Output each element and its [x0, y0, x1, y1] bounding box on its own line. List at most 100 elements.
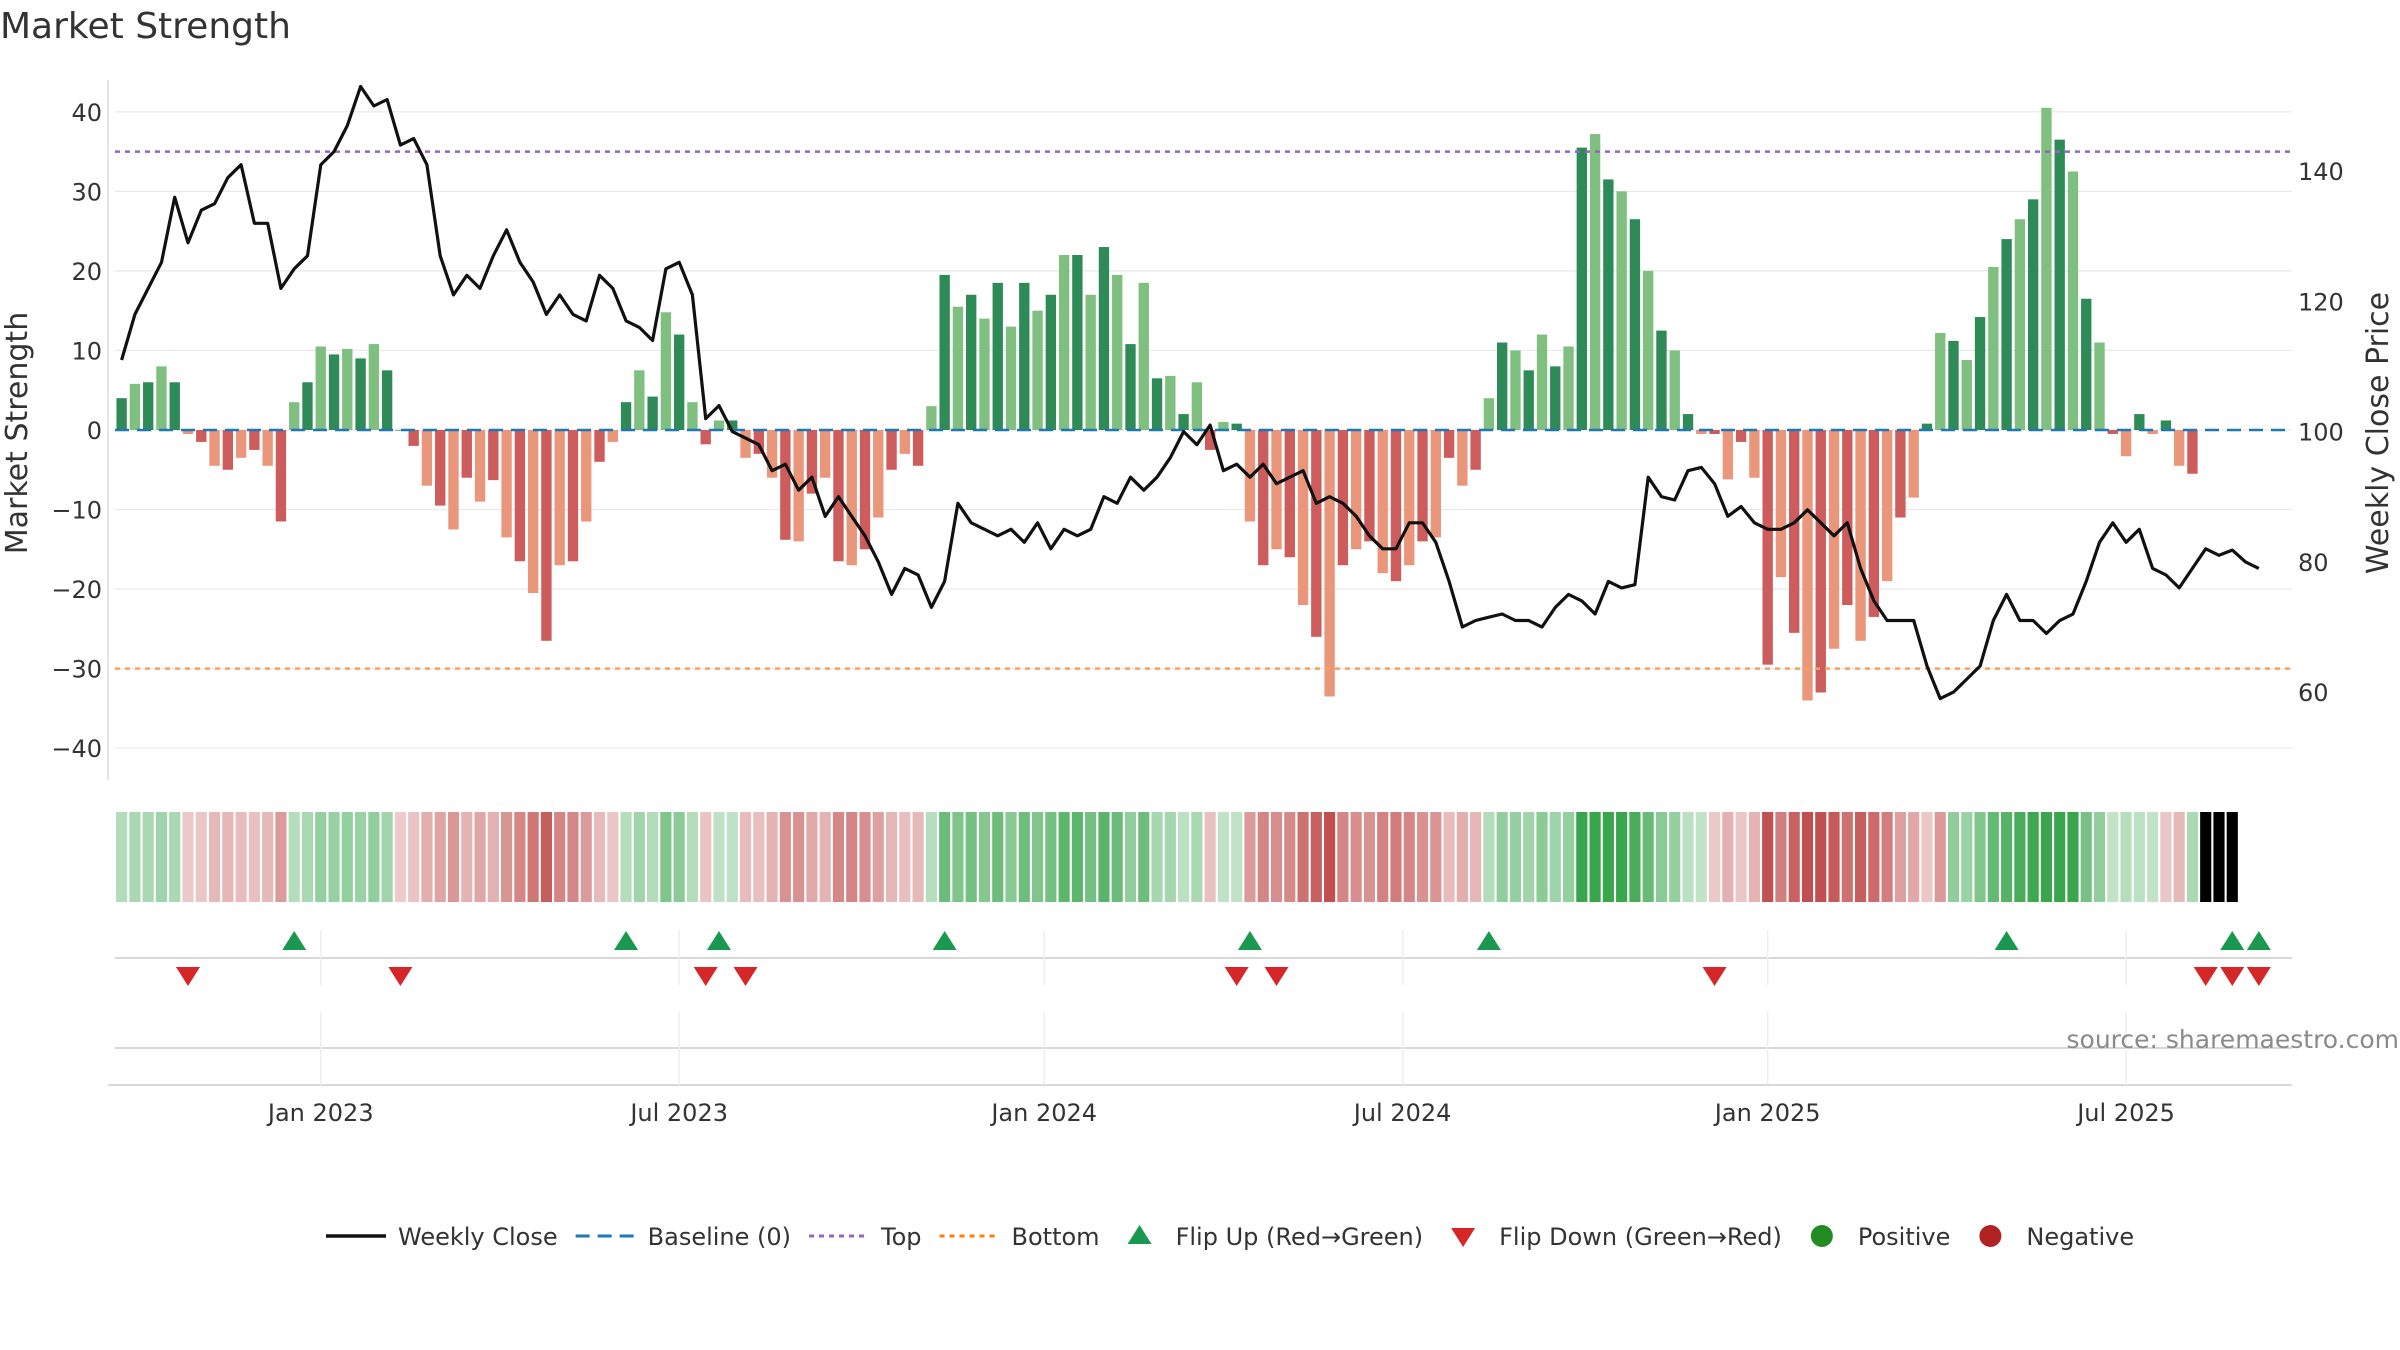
- strip-cell-negative: [1403, 812, 1415, 902]
- y2-axis-label: Weekly Close Price: [2361, 292, 2396, 574]
- strip-cell-positive: [2054, 812, 2066, 902]
- strip-cell-positive: [1536, 812, 1548, 902]
- negative-bar: [2120, 430, 2132, 457]
- strip-cell-positive: [1589, 812, 1601, 902]
- strip-cell-positive: [1031, 812, 1044, 902]
- negative-bar: [2187, 430, 2198, 474]
- right-axis-ticks: 140 120 100 80 60: [2298, 158, 2344, 707]
- strip-cell-negative: [182, 812, 194, 902]
- negative-bar: [222, 430, 234, 470]
- positive-bar: [1550, 366, 1561, 430]
- positive-bar: [1682, 414, 1694, 430]
- flip-down-marker: [176, 967, 201, 986]
- strip-cell-negative: [487, 812, 499, 902]
- y2-tick-label: 80: [2298, 549, 2329, 577]
- x-axis-ticks: Jan 2023 Jul 2023 Jan 2024 Jul 2024 Jan 2025…: [266, 930, 2175, 1127]
- negative-bar: [2147, 430, 2158, 434]
- negative-bar: [1404, 430, 1415, 566]
- strip-cell-negative: [1350, 812, 1362, 902]
- strip-cell-negative: [195, 812, 207, 902]
- strip-cell-negative: [567, 812, 579, 902]
- strip-cell-positive: [925, 812, 937, 902]
- y2-tick-label: 60: [2298, 679, 2329, 707]
- flip-up-marker: [1994, 931, 2019, 950]
- positive-bar: [1112, 274, 1123, 430]
- strip-cell-positive: [341, 812, 353, 902]
- strip-cell-positive: [1549, 812, 1561, 902]
- strip-cell-positive: [1695, 812, 1707, 902]
- negative-bar: [209, 430, 220, 466]
- negative-bar: [1789, 430, 1800, 633]
- strip-cell-positive: [992, 812, 1004, 902]
- legend-symbol: [1979, 1225, 2002, 1247]
- flip-up-marker: [706, 931, 731, 950]
- strip-cell-positive: [2133, 812, 2145, 902]
- strip-cell-negative: [1284, 812, 1296, 902]
- positive-bar: [1165, 375, 1176, 430]
- strip-cell-negative: [779, 812, 791, 902]
- strip-cell-negative: [421, 812, 433, 902]
- legend-label: Flip Up (Red→Green): [1176, 1223, 1424, 1251]
- strip-cell-positive: [686, 812, 699, 902]
- positive-bar: [328, 354, 340, 430]
- strip-cell-positive: [2067, 812, 2079, 902]
- negative-bar: [1696, 430, 1707, 434]
- positive-bar: [143, 382, 154, 430]
- positive-bar: [2134, 414, 2145, 430]
- negative-bar: [2107, 430, 2118, 434]
- negative-bar: [1828, 430, 1840, 649]
- negative-bar: [1735, 430, 1747, 442]
- negative-bar: [435, 430, 446, 506]
- negative-bar: [421, 430, 433, 486]
- positive-bar: [1231, 423, 1242, 430]
- negative-bar: [1390, 430, 1402, 582]
- strip-cell-negative: [1443, 812, 1455, 902]
- x-tick-label: Jan 2024: [989, 1099, 1097, 1127]
- strip-cell-negative: [2226, 812, 2238, 902]
- strip-cell-positive: [1642, 812, 1654, 902]
- negative-bar: [1337, 430, 1349, 566]
- strip-cell-negative: [1881, 812, 1893, 902]
- positive-bar: [1669, 350, 1680, 430]
- strip-cell-negative: [1363, 812, 1376, 902]
- positive-bar: [1045, 294, 1057, 430]
- negative-bar: [1417, 430, 1428, 542]
- strip-cell-negative: [1270, 812, 1283, 902]
- strip-cell-negative: [700, 812, 712, 902]
- strip-cell-positive: [1005, 812, 1017, 902]
- weekly-close-line-group: [120, 84, 2260, 701]
- legend-flip-down-icon: [1451, 1228, 1476, 1247]
- flip-up-marker: [1476, 931, 1501, 950]
- strip-cell-positive: [2027, 812, 2039, 902]
- strip-cell-negative: [262, 812, 274, 902]
- positive-bar: [2054, 139, 2065, 430]
- positive-bar: [156, 366, 167, 430]
- legend-symbol: [1451, 1228, 1476, 1247]
- positive-bar: [1085, 294, 1096, 430]
- strip-cell-positive: [2080, 812, 2092, 902]
- flip-down-marker: [388, 967, 413, 986]
- negative-bar: [1815, 430, 1826, 693]
- positive-bar: [687, 402, 698, 430]
- positive-bar: [1523, 370, 1534, 430]
- positive-bar: [1191, 382, 1203, 430]
- strip-cell-negative: [593, 812, 606, 902]
- negative-bar: [182, 430, 194, 434]
- negative-bar: [554, 430, 565, 566]
- strip-cell-positive: [1045, 812, 1057, 902]
- strip-cell-positive: [288, 812, 300, 902]
- flip-down-marker: [2246, 967, 2271, 986]
- negative-bar: [1364, 430, 1375, 542]
- strip-cell-positive: [2001, 812, 2013, 902]
- y-axis-label: Market Strength: [0, 312, 35, 554]
- y-tick-label: 40: [71, 99, 102, 127]
- negative-bar: [1908, 430, 1919, 498]
- positive-bar: [1643, 270, 1654, 430]
- strip-cell-positive: [633, 812, 645, 902]
- positive-bar: [1935, 332, 1946, 430]
- negative-bar: [1457, 430, 1468, 486]
- strip-cell-negative: [1416, 812, 1429, 902]
- strip-cell-positive: [673, 812, 685, 902]
- negative-bar: [1470, 430, 1481, 470]
- positive-bar: [952, 306, 964, 430]
